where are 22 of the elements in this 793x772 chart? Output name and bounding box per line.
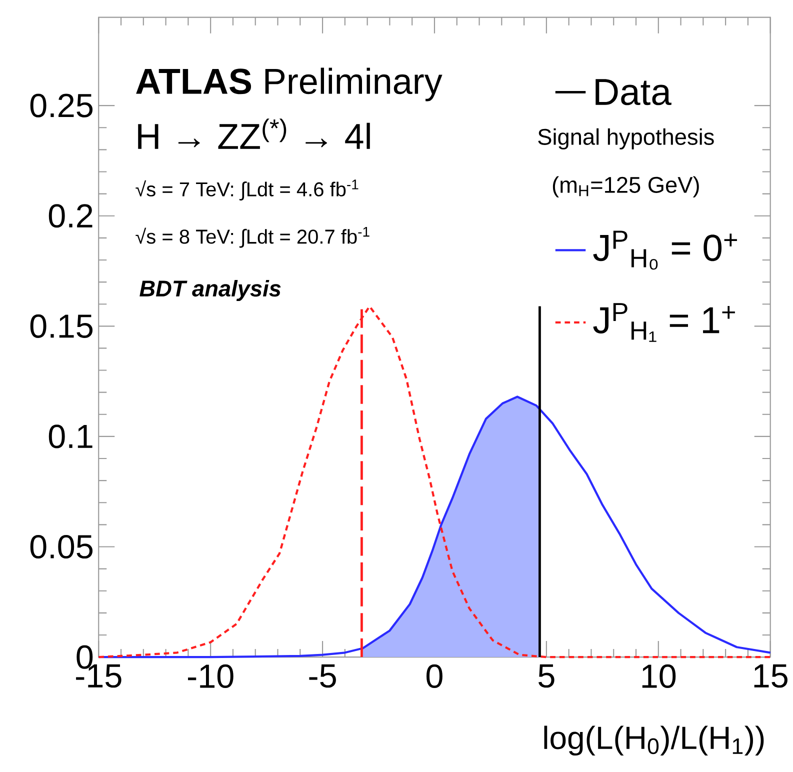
x-axis-title: log(L(H$_{0}$)/L(H$_{1}$)) bbox=[544, 726, 764, 756]
x-tick-label: 10 bbox=[642, 664, 676, 688]
legend-label: J$^{P}$$_{H₁}$ = 1$^{+}$ bbox=[593, 303, 735, 342]
legend-title: Signal hypothesis bbox=[538, 128, 714, 150]
annotation: BDT analysis bbox=[140, 280, 281, 302]
x-tick-label: -10 bbox=[188, 664, 234, 688]
y-tick-label: 0.2 bbox=[48, 204, 92, 228]
annotation: √s = 7 TeV: ∫Ldt = 4.6 fb$^{-1}$ bbox=[136, 180, 358, 201]
y-tick-label: 0.15 bbox=[30, 314, 93, 338]
annotation: H → ZZ$^{(*)}$ → 4l bbox=[138, 118, 370, 150]
x-tick-label: 5 bbox=[538, 664, 554, 688]
y-tick-label: 0.25 bbox=[30, 94, 93, 118]
annotation: ATLAS Preliminary bbox=[136, 68, 442, 102]
x-tick-label: 0 bbox=[426, 664, 442, 688]
x-tick-label: -5 bbox=[309, 664, 336, 688]
annotation: (m$_{H}$=125 GeV) bbox=[552, 176, 699, 198]
legend-label: Data bbox=[596, 79, 672, 106]
annotation: √s = 8 TeV: ∫Ldt = 20.7 fb$^{-1}$ bbox=[136, 227, 370, 248]
x-tick-label: 15 bbox=[754, 664, 788, 688]
y-tick-label: 0.1 bbox=[48, 424, 92, 448]
y-tick-label: 0.05 bbox=[30, 535, 93, 559]
legend-label: J$^{P}$$_{H₀}$ = 0$^{+}$ bbox=[593, 230, 737, 270]
